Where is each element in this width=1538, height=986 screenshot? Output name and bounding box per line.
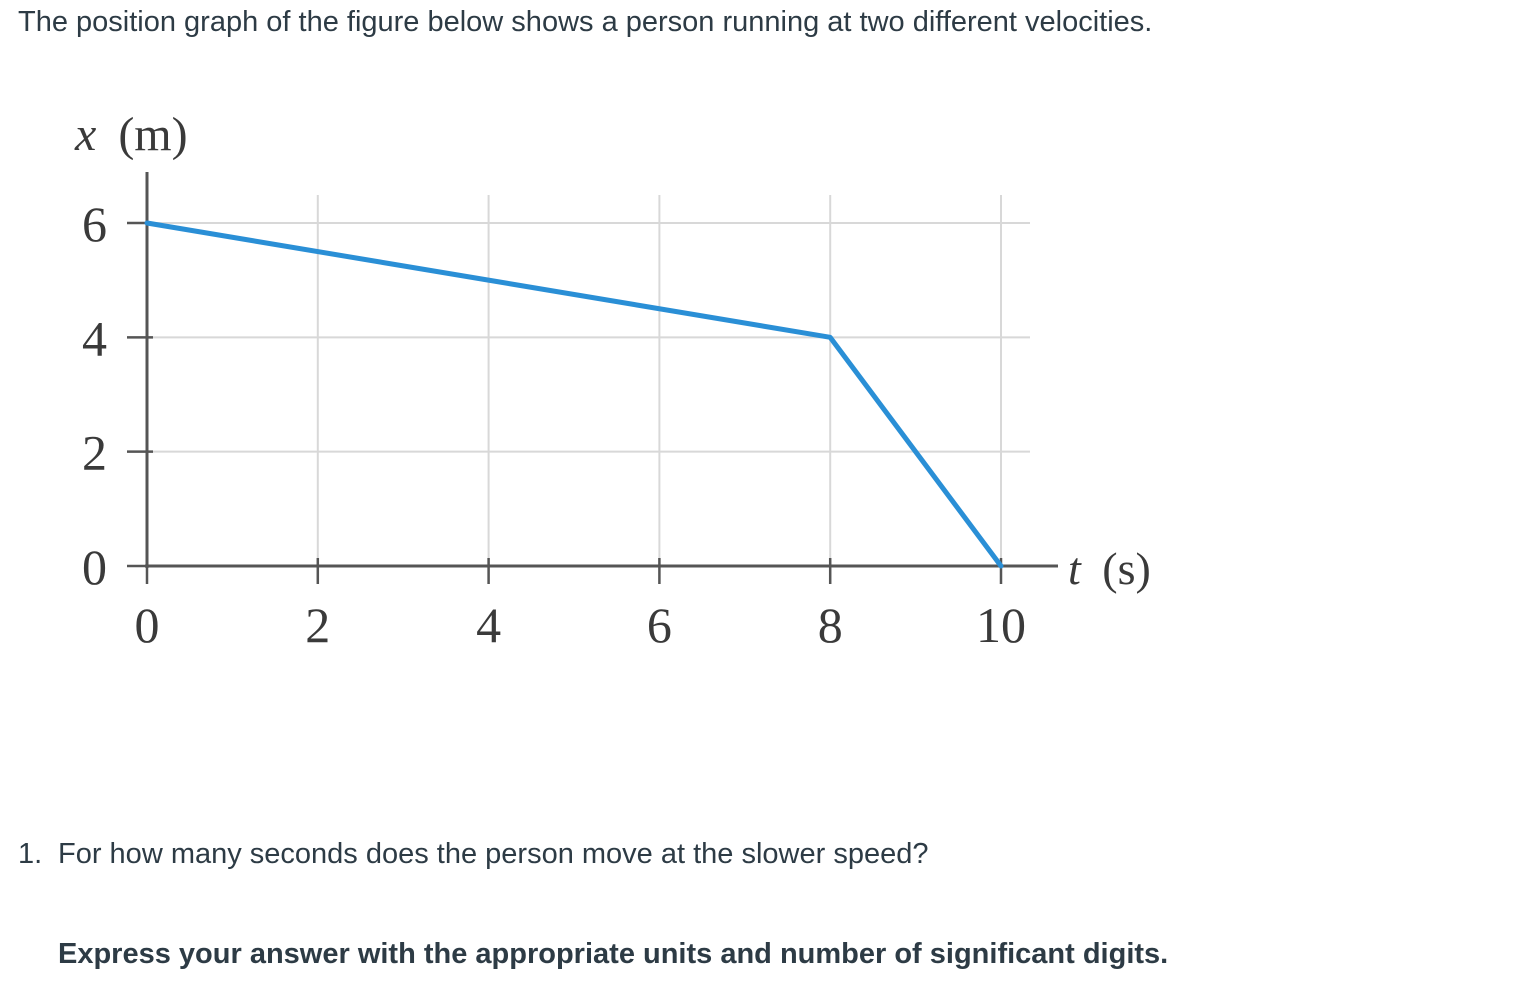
- question-number: 1.: [18, 838, 43, 870]
- x-axis-unit: (s): [1102, 543, 1151, 594]
- x-tick-label-10: 10: [976, 597, 1026, 653]
- x-tick-label-6: 6: [647, 597, 672, 653]
- y-axis-unit: (m): [118, 108, 187, 161]
- chart-ticks: 0 2 4 6 8 10 0 2 4 6: [82, 196, 1026, 653]
- chart-series: [144, 220, 1004, 569]
- x-tick-label-2: 2: [305, 597, 330, 653]
- y-axis-variable: x: [74, 108, 96, 161]
- question-1: 1. For how many seconds does the person m…: [18, 836, 928, 872]
- answer-instruction: Express your answer with the appropriate…: [58, 938, 1169, 970]
- data-point-0-2: [999, 564, 1003, 568]
- x-axis-label: t (s): [1068, 543, 1151, 594]
- series-line-0: [144, 220, 1004, 569]
- data-point-0-1: [828, 335, 832, 339]
- x-tick-label-0: 0: [135, 597, 160, 653]
- y-axis-label: x (m): [74, 108, 188, 161]
- data-point-0-0: [145, 221, 149, 225]
- y-tick-label-4: 4: [82, 310, 107, 366]
- chart-labels: x (m) t (s): [74, 108, 1151, 594]
- y-tick-label-6: 6: [82, 196, 107, 252]
- chart-axes: [145, 172, 1058, 568]
- chart-grid: [147, 195, 1030, 566]
- x-axis-variable: t: [1068, 543, 1082, 594]
- intro-text: The position graph of the figure below s…: [18, 6, 1153, 38]
- y-tick-label-2: 2: [82, 425, 107, 481]
- x-tick-label-4: 4: [476, 597, 501, 653]
- y-tick-label-0: 0: [82, 539, 107, 595]
- question-text: For how many seconds does the person mov…: [58, 838, 929, 870]
- x-tick-label-8: 8: [818, 597, 843, 653]
